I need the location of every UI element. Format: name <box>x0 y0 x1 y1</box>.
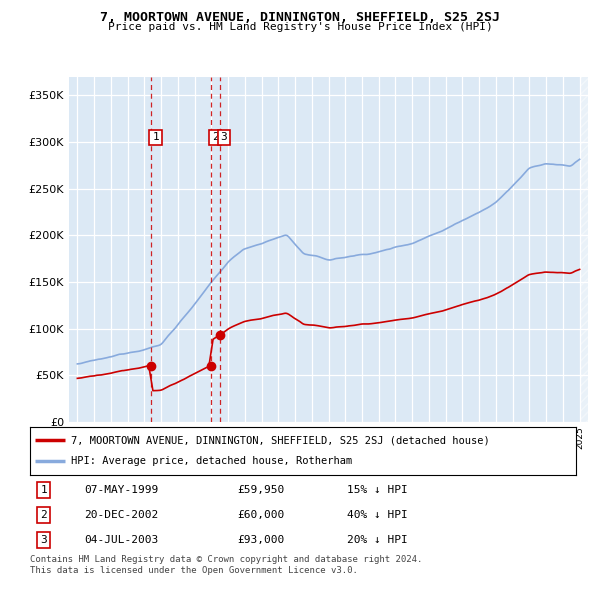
Text: 7, MOORTOWN AVENUE, DINNINGTON, SHEFFIELD, S25 2SJ (detached house): 7, MOORTOWN AVENUE, DINNINGTON, SHEFFIEL… <box>71 435 490 445</box>
Text: 1: 1 <box>152 132 159 142</box>
Text: 2: 2 <box>40 510 47 520</box>
Text: £59,950: £59,950 <box>238 486 285 495</box>
Text: £93,000: £93,000 <box>238 535 285 545</box>
Text: Price paid vs. HM Land Registry's House Price Index (HPI): Price paid vs. HM Land Registry's House … <box>107 22 493 32</box>
Text: 07-MAY-1999: 07-MAY-1999 <box>85 486 159 495</box>
Text: 1: 1 <box>40 486 47 495</box>
Text: 40% ↓ HPI: 40% ↓ HPI <box>347 510 407 520</box>
Text: 04-JUL-2003: 04-JUL-2003 <box>85 535 159 545</box>
Text: 3: 3 <box>221 132 227 142</box>
Text: 15% ↓ HPI: 15% ↓ HPI <box>347 486 407 495</box>
Text: 3: 3 <box>40 535 47 545</box>
Text: £60,000: £60,000 <box>238 510 285 520</box>
Text: HPI: Average price, detached house, Rotherham: HPI: Average price, detached house, Roth… <box>71 457 352 467</box>
Text: 20% ↓ HPI: 20% ↓ HPI <box>347 535 407 545</box>
Text: 7, MOORTOWN AVENUE, DINNINGTON, SHEFFIELD, S25 2SJ: 7, MOORTOWN AVENUE, DINNINGTON, SHEFFIEL… <box>100 11 500 24</box>
Text: 20-DEC-2002: 20-DEC-2002 <box>85 510 159 520</box>
Text: Contains HM Land Registry data © Crown copyright and database right 2024.
This d: Contains HM Land Registry data © Crown c… <box>30 555 422 575</box>
Text: 2: 2 <box>212 132 218 142</box>
